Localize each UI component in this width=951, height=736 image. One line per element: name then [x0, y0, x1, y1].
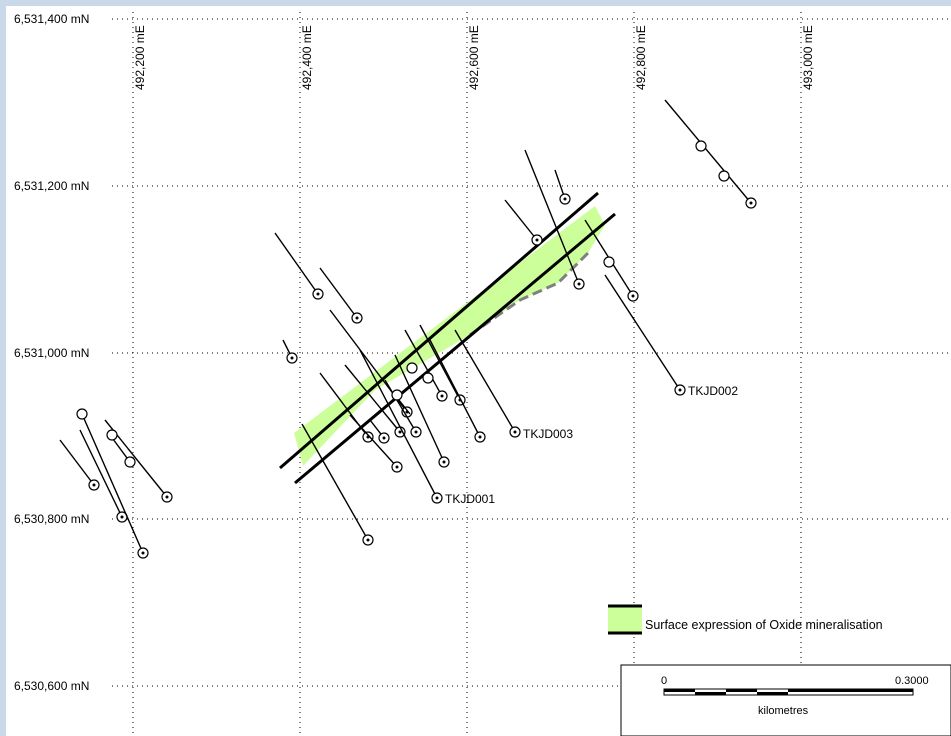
drill-hole[interactable]	[391, 362, 434, 415]
drill-hole[interactable]	[584, 219, 639, 302]
easting-label: 492,400 mE	[300, 25, 314, 90]
drill-hole[interactable]	[394, 354, 450, 468]
easting-label: 492,200 mE	[133, 25, 147, 90]
drill-hole[interactable]	[384, 379, 422, 438]
scale-bar-start-label: 0	[661, 675, 667, 687]
hole-label-tkjd001: TKJD001	[445, 492, 495, 506]
scale-bar-box	[620, 664, 951, 736]
drill-hole[interactable]	[319, 267, 363, 324]
drill-hole[interactable]	[604, 274, 686, 396]
drill-hole[interactable]	[504, 199, 543, 246]
drill-hole[interactable]	[76, 408, 149, 559]
easting-labels: 492,200 mE 492,400 mE 492,600 mE 492,800…	[133, 25, 815, 90]
drill-hole[interactable]	[664, 99, 757, 209]
drill-hole[interactable]	[274, 232, 324, 300]
northing-label: 6,531,000 mN	[14, 346, 89, 360]
easting-label: 492,600 mE	[467, 25, 481, 90]
map-canvas[interactable]: 6,531,400 mN 6,531,200 mN 6,531,000 mN 6…	[6, 6, 951, 736]
easting-label: 492,800 mE	[634, 25, 648, 90]
northing-label: 6,530,800 mN	[14, 512, 89, 526]
legend-oxide-swatch	[608, 606, 642, 633]
drill-hole[interactable]	[344, 364, 406, 438]
oxide-boundary-line	[294, 212, 616, 485]
hole-label-tkjd003: TKJD003	[523, 427, 573, 441]
northing-label: 6,531,400 mN	[14, 12, 89, 26]
oxide-boundary-line	[279, 191, 599, 470]
drill-hole[interactable]	[59, 439, 100, 491]
northing-label: 6,530,600 mN	[14, 679, 89, 693]
legend: Surface expression of Oxide mineralisati…	[608, 604, 883, 635]
hole-labels: TKJD001 TKJD002 TKJD003	[445, 384, 738, 506]
drill-hole[interactable]	[349, 414, 403, 473]
drill-hole[interactable]	[301, 423, 374, 546]
drill-hole[interactable]	[282, 339, 298, 364]
scale-bar-unit-label: kilometres	[758, 705, 809, 717]
easting-label: 493,000 mE	[801, 25, 815, 90]
drill-hole[interactable]	[359, 349, 443, 504]
drill-hole[interactable]	[369, 419, 390, 444]
northing-labels: 6,531,400 mN 6,531,200 mN 6,531,000 mN 6…	[14, 12, 89, 693]
scale-bar: 0 0.3000 kilometres	[620, 664, 951, 736]
scale-bar-end-label: 0.3000	[895, 675, 929, 687]
oxide-zone-fill	[294, 206, 605, 466]
drill-hole[interactable]	[524, 149, 585, 290]
drill-hole[interactable]	[554, 169, 571, 205]
legend-oxide-label: Surface expression of Oxide mineralisati…	[645, 618, 883, 632]
grid	[112, 12, 951, 736]
hole-label-tkjd002: TKJD002	[688, 384, 738, 398]
drill-hole[interactable]	[454, 329, 521, 438]
drill-hole[interactable]	[429, 339, 486, 443]
drill-hole[interactable]	[106, 429, 136, 468]
drill-holes	[59, 99, 757, 559]
drill-hole[interactable]	[404, 329, 448, 402]
northing-label: 6,531,200 mN	[14, 179, 89, 193]
